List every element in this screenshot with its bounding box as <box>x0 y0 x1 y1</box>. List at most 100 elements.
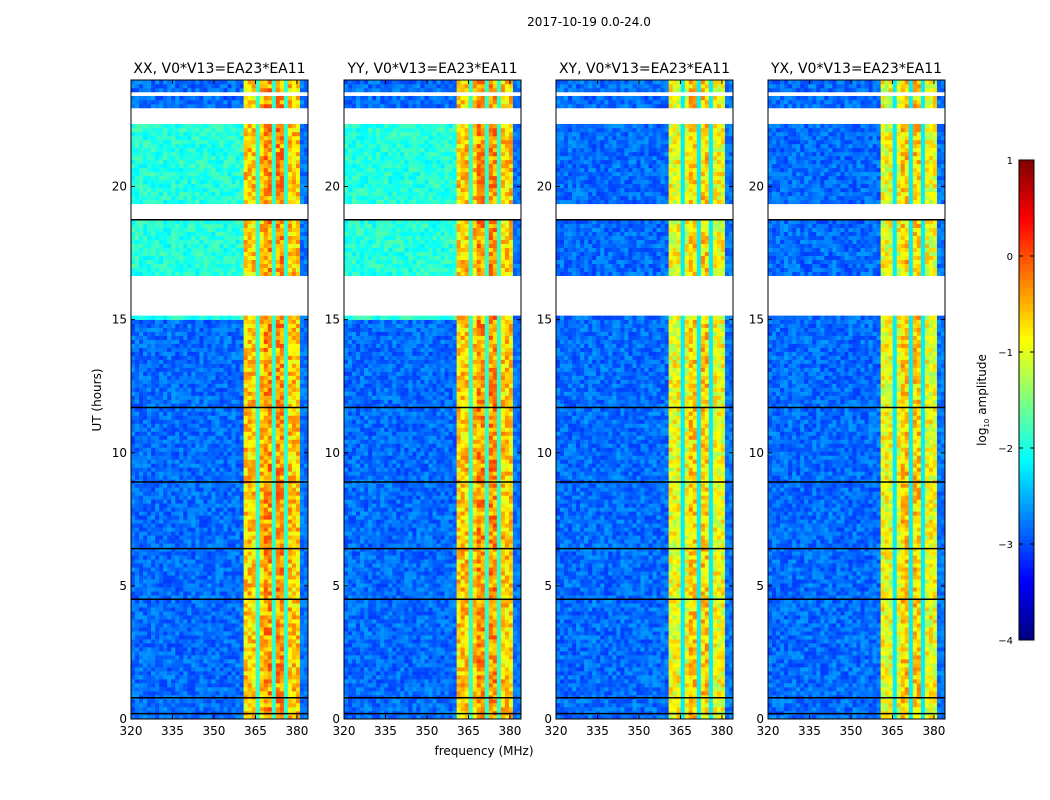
axes-frame <box>343 79 522 720</box>
colorbar-segment <box>1019 368 1034 373</box>
colorbar-segment <box>1019 496 1034 501</box>
y-tick-label: 10 <box>749 446 764 460</box>
colorbar-segment <box>1019 548 1034 553</box>
x-tick-label: 350 <box>628 724 651 738</box>
colorbar-segment <box>1019 372 1034 377</box>
x-tick-label: 350 <box>203 724 226 738</box>
colorbar-segment <box>1019 196 1034 201</box>
colorbar-segment <box>1019 336 1034 341</box>
colorbar-segment <box>1019 252 1034 257</box>
colorbar-segment <box>1019 432 1034 437</box>
x-tick-label: 380 <box>922 724 945 738</box>
colorbar-segment <box>1019 636 1034 641</box>
colorbar-segment <box>1019 244 1034 249</box>
colorbar-segment <box>1019 220 1034 225</box>
panel-title: XX, V0*V13=EA23*EA11 <box>133 61 305 77</box>
colorbar-segment <box>1019 332 1034 337</box>
colorbar-segment <box>1019 268 1034 273</box>
x-tick-label: 320 <box>545 724 568 738</box>
y-tick-label: 15 <box>112 313 127 327</box>
colorbar-segment <box>1019 172 1034 177</box>
colorbar-segment <box>1019 516 1034 521</box>
panel-xy: XY, V0*V13=EA23*EA11 320 335 350 365 380 0 5 10 1… <box>537 61 734 738</box>
colorbar-segment <box>1019 304 1034 309</box>
colorbar-segment <box>1019 532 1034 537</box>
colorbar-segment <box>1019 388 1034 393</box>
x-tick-label: 365 <box>244 724 267 738</box>
x-tick-label: 365 <box>669 724 692 738</box>
colorbar-segment <box>1019 500 1034 505</box>
colorbar-segment <box>1019 260 1034 265</box>
colorbar-segment <box>1019 296 1034 301</box>
y-tick-label: 20 <box>749 180 764 194</box>
panel-xx: XX, V0*V13=EA23*EA11 320 335 350 365 380 0 5 10 1… <box>112 61 309 738</box>
colorbar-segment <box>1019 248 1034 253</box>
colorbar-segment <box>1019 160 1034 165</box>
colorbar-segment <box>1019 184 1034 189</box>
colorbar-tick-label: 1 <box>1007 156 1013 167</box>
colorbar-segment <box>1019 604 1034 609</box>
colorbar-segment <box>1019 380 1034 385</box>
heatmap-image <box>131 80 309 720</box>
colorbar-tick-label: −1 <box>998 348 1013 359</box>
x-tick-label: 365 <box>881 724 904 738</box>
x-tick-label: 365 <box>457 724 480 738</box>
heatmap-image <box>344 80 522 720</box>
colorbar-segment <box>1019 320 1034 325</box>
colorbar-tick-label: −2 <box>998 444 1013 455</box>
y-tick-label: 0 <box>756 712 764 726</box>
colorbar-segment <box>1019 460 1034 465</box>
colorbar-segment <box>1019 376 1034 381</box>
colorbar-segment <box>1019 596 1034 601</box>
colorbar-segment <box>1019 560 1034 565</box>
colorbar-segment <box>1019 360 1034 365</box>
axes-frame <box>130 79 309 720</box>
colorbar-segment <box>1019 212 1034 217</box>
colorbar-segment <box>1019 224 1034 229</box>
colorbar-segment <box>1019 480 1034 485</box>
colorbar-segment <box>1019 392 1034 397</box>
colorbar-segment <box>1019 292 1034 297</box>
colorbar-segment <box>1019 408 1034 413</box>
colorbar-segment <box>1019 444 1034 449</box>
y-tick-label: 20 <box>537 180 552 194</box>
heatmap-image <box>556 80 734 720</box>
colorbar-segment <box>1019 572 1034 577</box>
colorbar-segment <box>1019 488 1034 493</box>
colorbar-segment <box>1019 580 1034 585</box>
y-tick-label: 10 <box>112 446 127 460</box>
colorbar-segment <box>1019 256 1034 261</box>
colorbar-segment <box>1019 344 1034 349</box>
colorbar-segment <box>1019 288 1034 293</box>
x-tick-label: 350 <box>416 724 439 738</box>
colorbar-segment <box>1019 556 1034 561</box>
colorbar-segment <box>1019 356 1034 361</box>
colorbar-segment <box>1019 536 1034 541</box>
colorbar-segment <box>1019 276 1034 281</box>
colorbar-segment <box>1019 328 1034 333</box>
colorbar-segment <box>1019 476 1034 481</box>
panel-title: YX, V0*V13=EA23*EA11 <box>770 61 942 77</box>
colorbar-segment <box>1019 192 1034 197</box>
colorbar-segment <box>1019 204 1034 209</box>
colorbar-segment <box>1019 508 1034 513</box>
colorbar-segment <box>1019 340 1034 345</box>
colorbar-tick-label: 0 <box>1007 252 1013 263</box>
panel-title: XY, V0*V13=EA23*EA11 <box>559 61 730 77</box>
colorbar-segment <box>1019 484 1034 489</box>
colorbar-segment <box>1019 400 1034 405</box>
x-tick-label: 320 <box>333 724 356 738</box>
axes-frame <box>555 79 734 720</box>
colorbar-segment <box>1019 628 1034 633</box>
axes-frame <box>767 79 946 720</box>
x-tick-label: 335 <box>374 724 397 738</box>
y-axis-label: UT (hours) <box>90 368 104 431</box>
x-tick-label: 380 <box>285 724 308 738</box>
colorbar-tick-label: −3 <box>998 540 1013 551</box>
x-tick-label: 350 <box>840 724 863 738</box>
colorbar-segment <box>1019 464 1034 469</box>
y-tick-label: 20 <box>112 180 127 194</box>
colorbar-segment <box>1019 420 1034 425</box>
colorbar-segment <box>1019 352 1034 357</box>
